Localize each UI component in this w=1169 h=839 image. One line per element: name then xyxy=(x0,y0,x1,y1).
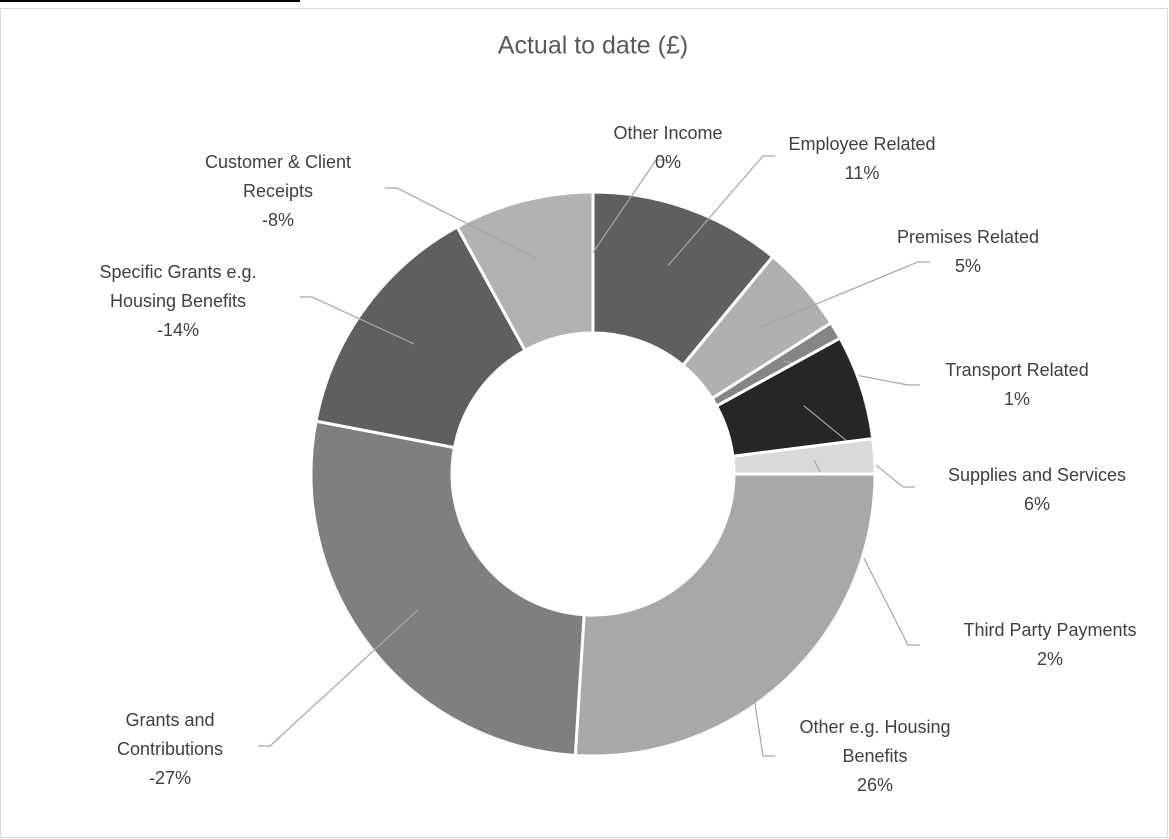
category-label: Customer & Client Receipts xyxy=(204,152,352,201)
category-label: Transport Related xyxy=(945,360,1089,380)
leader-line xyxy=(744,635,775,757)
data-label: Supplies and Services 6% xyxy=(887,461,1169,519)
data-label: Third Party Payments 2% xyxy=(900,616,1169,674)
category-label: Premises Related xyxy=(896,227,1040,247)
leader-line xyxy=(803,405,915,488)
value-label: -14% xyxy=(156,320,200,340)
value-label: -8% xyxy=(261,210,294,230)
value-label: 26% xyxy=(856,775,894,795)
value-label: 0% xyxy=(654,152,681,172)
category-label: Supplies and Services xyxy=(947,465,1127,485)
value-label: 1% xyxy=(1003,389,1030,409)
chart-border xyxy=(0,8,1168,838)
data-label: Employee Related 11% xyxy=(712,130,1012,188)
data-label: Other Income 0% xyxy=(518,119,818,177)
value-label: 5% xyxy=(954,256,981,276)
data-label: Customer & Client Receipts -8% xyxy=(178,148,378,235)
leader-line xyxy=(300,296,415,345)
donut-slice xyxy=(314,224,528,450)
category-label: Other e.g. Housing Benefits xyxy=(799,717,951,766)
category-label: Third Party Payments xyxy=(963,620,1137,640)
leader-line xyxy=(385,187,539,260)
value-label: 2% xyxy=(1036,649,1063,669)
leader-line xyxy=(667,155,775,266)
leader-line xyxy=(258,609,419,747)
value-label: 6% xyxy=(1023,494,1050,514)
leader-line xyxy=(758,261,930,329)
category-label: Specific Grants e.g. Housing Benefits xyxy=(99,262,257,311)
category-label: Other Income xyxy=(613,123,723,143)
donut-slice xyxy=(573,472,877,758)
value-label: -27% xyxy=(148,768,192,788)
category-label: Employee Related xyxy=(788,134,936,154)
leader-line xyxy=(592,159,668,253)
data-label: Transport Related 1% xyxy=(867,356,1167,414)
data-label: Grants and Contributions -27% xyxy=(95,706,245,793)
data-label: Specific Grants e.g. Housing Benefits -14… xyxy=(78,258,278,345)
chart-title: Actual to date (£) xyxy=(498,32,688,60)
data-label: Other e.g. Housing Benefits 26% xyxy=(775,713,975,800)
data-label: Premises Related 5% xyxy=(818,223,1118,281)
category-label: Grants and Contributions xyxy=(116,710,224,759)
value-label: 11% xyxy=(844,163,880,183)
donut-slice xyxy=(309,419,586,758)
